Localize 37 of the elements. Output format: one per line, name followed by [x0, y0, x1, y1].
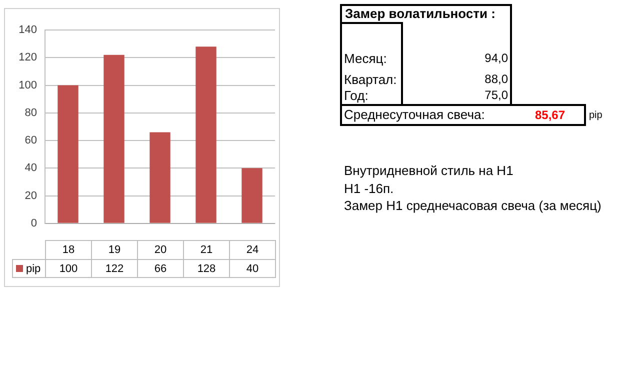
text: pip	[589, 110, 602, 121]
y-tick-label: 140	[18, 24, 37, 36]
text: Месяц:	[344, 51, 387, 66]
text: Внутридневной стиль на Н1	[344, 163, 514, 178]
y-tick-label: 80	[24, 106, 37, 119]
text: Замер волатильности :	[345, 6, 496, 21]
data-label: 66	[137, 259, 184, 278]
text: Год:	[344, 88, 368, 103]
bar	[104, 54, 124, 223]
legend-label: pip	[26, 262, 41, 274]
x-tick-label: 19	[91, 240, 138, 260]
text: Н1 -16п.	[344, 181, 394, 196]
text: 94,0	[484, 51, 508, 65]
y-tick-label: 40	[24, 162, 37, 174]
y-tick-label: 120	[18, 52, 37, 64]
x-tick-label: 18	[45, 240, 92, 260]
bar	[58, 85, 78, 223]
y-tick-label: 0	[30, 217, 37, 230]
y-tick-label: 100	[18, 79, 37, 92]
text: Среднесуточная свеча:	[344, 107, 485, 122]
x-tick-label: 24	[229, 240, 276, 260]
bar	[196, 46, 216, 223]
x-tick-label: 20	[137, 240, 184, 260]
data-label: 100	[45, 259, 92, 278]
x-tick-label: 21	[183, 240, 230, 260]
text: 85,67	[535, 108, 566, 122]
bar	[242, 168, 262, 223]
text: 88,0	[484, 72, 508, 86]
text: Замер Н1 среднечасовая свеча (за месяц)	[344, 198, 602, 213]
y-tick-label: 20	[24, 190, 37, 202]
data-label: 128	[183, 259, 230, 278]
data-label: 40	[229, 259, 276, 278]
data-label: 122	[91, 259, 138, 278]
bar	[150, 132, 170, 223]
text: Квартал:	[344, 72, 397, 87]
text: 75,0	[484, 88, 508, 102]
y-tick-label: 60	[24, 134, 37, 147]
